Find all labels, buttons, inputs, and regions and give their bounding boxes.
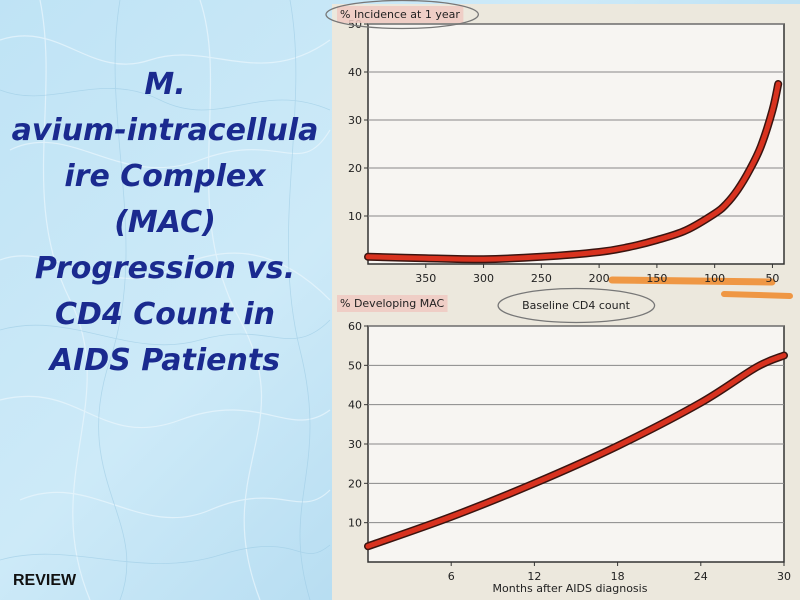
x-axis-title: Months after AIDS diagnosis (493, 582, 648, 595)
y-tick-label: 40 (348, 66, 362, 79)
y-tick-label: 40 (348, 399, 362, 412)
y-axis-title: % Developing MAC (340, 297, 445, 310)
series-line (365, 81, 781, 262)
y-tick-label: 30 (348, 438, 362, 451)
highlighter-stroke (608, 276, 776, 286)
highlight-ellipse (325, 0, 479, 30)
x-tick-label: 18 (611, 570, 625, 583)
y-tick-label: 30 (348, 114, 362, 127)
x-tick-label: 24 (694, 570, 708, 583)
highlighter-stroke (721, 291, 793, 299)
mac-development-chart: 10 20 30 40 50 60 6 12 18 24 30 % Developing MAC Mon… (337, 295, 791, 595)
x-tick-label: 100 (704, 272, 725, 285)
x-tick-label: 6 (448, 570, 455, 583)
x-tick-label: 150 (646, 272, 667, 285)
x-tick-label: 350 (415, 272, 436, 285)
series-line (365, 353, 787, 549)
y-tick-label: 10 (348, 210, 362, 223)
title-line: M. (144, 67, 186, 102)
chart-figure: 10 20 30 40 50 350 300 250 200 150 100 50 % Incidenc… (325, 0, 800, 600)
highlighter-marks (608, 276, 793, 299)
x-tick-label: 50 (765, 272, 779, 285)
x-axis-title: Baseline CD4 count (522, 299, 631, 312)
title-line: CD4 Count in (54, 297, 275, 332)
slide-title: M. avium-intracellula ire Complex (MAC) … (0, 62, 360, 384)
x-tick-label: 200 (589, 272, 610, 285)
y-axis-title-box (337, 6, 464, 23)
title-line: ire Complex (64, 159, 266, 194)
y-tick-label: 20 (348, 477, 362, 490)
highlight-ellipse (497, 287, 656, 324)
title-line: AIDS Patients (49, 343, 281, 378)
review-label: REVIEW (13, 572, 77, 589)
x-tick-label: 30 (777, 570, 791, 583)
x-tick-label: 300 (473, 272, 494, 285)
y-tick-label: 60 (348, 320, 362, 333)
x-tick-label: 250 (531, 272, 552, 285)
x-tick-label: 12 (527, 570, 541, 583)
y-tick-label: 50 (348, 359, 362, 372)
title-line: (MAC) (114, 205, 216, 240)
title-line: Progression vs. (34, 251, 296, 286)
y-axis-title: % Incidence at 1 year (340, 8, 460, 21)
y-tick-label: 10 (348, 517, 362, 530)
y-axis-title-box (337, 295, 448, 312)
plot-area (367, 23, 785, 265)
title-line: avium-intracellula (11, 113, 319, 148)
y-tick-label: 20 (348, 162, 362, 175)
